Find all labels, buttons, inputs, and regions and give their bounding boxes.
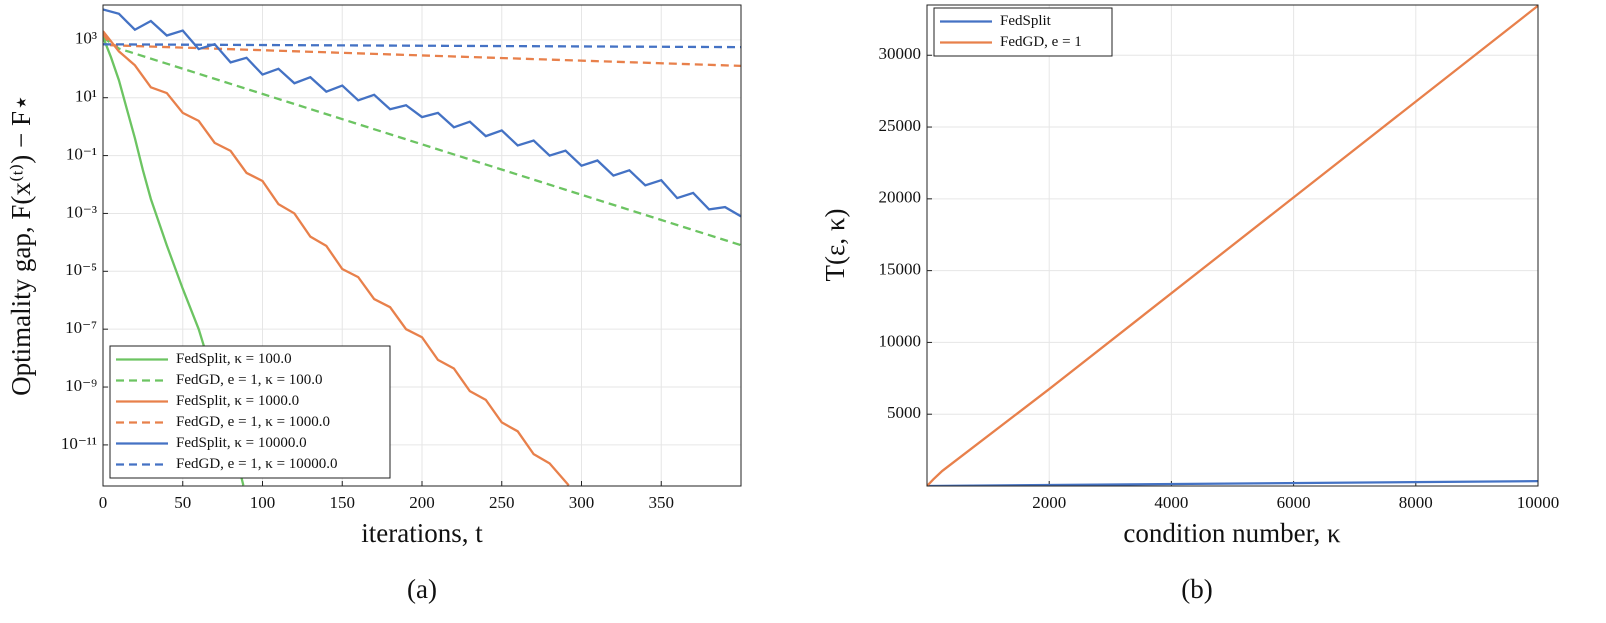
y-tick-label: 10¹: [75, 87, 97, 106]
legend-label: FedGD, e = 1, κ = 100.0: [176, 372, 323, 388]
legend-label: FedGD, e = 1, κ = 10000.0: [176, 456, 338, 472]
y-tick-label: 10³: [75, 29, 97, 48]
x-tick-label: 250: [489, 493, 515, 512]
series-line: [103, 36, 741, 247]
y-tick-label: 10⁻⁵: [65, 260, 97, 279]
y-tick-label: 5000: [887, 403, 921, 422]
x-tick-label: 4000: [1154, 493, 1188, 512]
x-axis-label: iterations, t: [361, 518, 483, 548]
legend-label: FedGD, e = 1, κ = 1000.0: [176, 414, 330, 430]
y-tick-label: 10⁻³: [66, 202, 97, 221]
x-tick-label: 350: [649, 493, 675, 512]
y-tick-label: 10⁻⁹: [65, 376, 97, 395]
x-tick-label: 200: [409, 493, 435, 512]
y-tick-label: 10⁻⁷: [65, 318, 97, 337]
legend-label: FedGD, e = 1: [1000, 34, 1082, 50]
legend-box: [109, 345, 391, 479]
legend-label: FedSplit, κ = 100.0: [176, 351, 292, 367]
y-tick-label: 30000: [879, 44, 922, 63]
legend-box: [933, 7, 1113, 57]
x-axis-label: condition number, κ: [1123, 518, 1341, 548]
caption: (b): [1181, 574, 1212, 604]
legend-label: FedSplit, κ = 1000.0: [176, 393, 299, 409]
y-tick-label: 15000: [879, 260, 922, 279]
y-tick-label: 10⁻¹: [66, 144, 97, 163]
x-tick-label: 100: [250, 493, 276, 512]
x-tick-label: 150: [330, 493, 356, 512]
plot-area: [103, 8, 741, 486]
x-tick-label: 10000: [1517, 493, 1560, 512]
series-line: [927, 5, 1538, 486]
legend-label: FedSplit: [1000, 13, 1052, 29]
x-tick-label: 8000: [1399, 493, 1433, 512]
y-tick-label: 10⁻¹¹: [61, 434, 97, 453]
series-line: [103, 30, 570, 486]
x-tick-label: 300: [569, 493, 595, 512]
x-tick-label: 50: [174, 493, 191, 512]
x-tick-label: 2000: [1032, 493, 1066, 512]
axes-frame: [926, 4, 1539, 487]
plot-area: [927, 5, 1538, 486]
legend-label: FedSplit, κ = 10000.0: [176, 435, 307, 451]
y-tick-label: 25000: [879, 116, 922, 135]
axes-frame: [102, 4, 742, 487]
series-line: [103, 43, 741, 49]
series-line: [927, 479, 1538, 486]
y-axis-label: T(ε, κ): [820, 209, 850, 282]
x-tick-label: 0: [99, 493, 108, 512]
y-axis-label: Optimality gap, F(x⁽ᵗ⁾) − F⋆: [6, 94, 36, 396]
y-tick-label: 20000: [879, 188, 922, 207]
caption: (a): [407, 574, 437, 604]
y-tick-label: 10000: [879, 331, 922, 350]
x-tick-label: 6000: [1277, 493, 1311, 512]
